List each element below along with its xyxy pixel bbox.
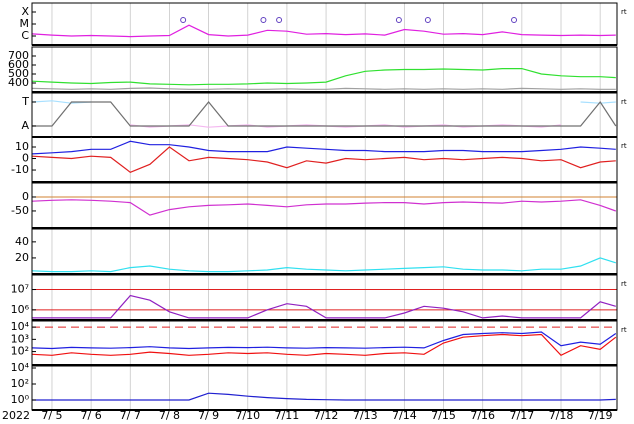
right-label: rt	[621, 98, 627, 106]
y-tick-label: -50	[11, 204, 29, 217]
x-tick-label: 7/17	[509, 409, 534, 422]
flare-marker	[511, 17, 518, 23]
y-tick-label: C	[21, 29, 29, 42]
y-tick-label: 10²	[11, 345, 29, 358]
x-tick-label: 7/16	[470, 409, 495, 422]
y-tick-label: 10⁰	[11, 393, 30, 406]
panel-frame	[31, 182, 618, 229]
flare-marker	[276, 17, 283, 23]
flare-marker	[260, 17, 267, 23]
y-tick-label: 500	[8, 67, 29, 80]
y-tick-label: 10⁴	[11, 361, 30, 374]
x-tick-label: 7/14	[392, 409, 417, 422]
y-tick-label: 600	[8, 58, 29, 71]
series-line	[32, 333, 617, 357]
y-tick-label: 10	[15, 140, 29, 153]
flare-marker	[395, 17, 402, 23]
x-tick-label: 7/ 9	[198, 409, 219, 422]
y-tick-label: 0	[22, 190, 29, 203]
x-tick-label: 7/13	[353, 409, 378, 422]
series-line	[32, 100, 616, 104]
x-tick-label: 7/11	[275, 409, 300, 422]
series-line	[32, 294, 616, 319]
panel-frame	[31, 228, 618, 275]
right-label: rt	[621, 280, 627, 288]
y-tick-label: 700	[8, 49, 29, 62]
x-tick-label: 7/15	[431, 409, 456, 422]
x-tick-label: 7/ 5	[41, 409, 62, 422]
panel-frame	[31, 365, 618, 411]
panel-frame	[31, 92, 618, 138]
y-tick-label: M	[20, 17, 30, 30]
y-tick-label: T	[21, 95, 29, 108]
x-tick-label: 7/ 6	[81, 409, 102, 422]
x-tick-label: 7/19	[588, 409, 613, 422]
panel-frame	[31, 274, 618, 321]
series-line	[32, 24, 616, 38]
series-line	[32, 257, 616, 273]
series-line	[32, 100, 617, 127]
y-tick-label: 0	[22, 152, 29, 165]
right-label: rt	[621, 326, 627, 334]
x-tick-label: 7/ 7	[120, 409, 141, 422]
y-tick-label: 20	[15, 251, 29, 264]
y-tick-label: 10³	[11, 332, 29, 345]
flare-marker	[180, 17, 187, 23]
series-line	[32, 140, 616, 155]
year-label: 2022	[2, 409, 30, 422]
series-line	[32, 331, 617, 350]
series-line	[32, 87, 616, 90]
y-tick-label: 10⁴	[11, 320, 30, 333]
series-line	[32, 199, 617, 216]
series-line	[32, 146, 616, 173]
x-tick-label: 7/18	[549, 409, 574, 422]
y-tick-label: 10⁶	[11, 303, 30, 316]
x-tick-label: 7/10	[235, 409, 260, 422]
series-line	[32, 68, 616, 86]
y-tick-label: 10⁷	[11, 283, 29, 296]
y-tick-label: X	[21, 5, 29, 18]
panel-frame	[31, 2, 618, 46]
panel-frame	[31, 46, 618, 93]
right-label: rt	[621, 8, 627, 16]
series-line	[32, 392, 616, 401]
flare-marker	[424, 17, 431, 23]
y-tick-label: 400	[8, 76, 29, 89]
x-tick-label: 7/12	[314, 409, 339, 422]
right-label: rt	[621, 142, 627, 150]
y-tick-label: 40	[15, 235, 29, 248]
y-tick-label: A	[21, 119, 29, 132]
y-tick-label: 10²	[11, 377, 29, 390]
x-tick-label: 7/ 8	[159, 409, 180, 422]
y-tick-label: -10	[11, 163, 29, 176]
